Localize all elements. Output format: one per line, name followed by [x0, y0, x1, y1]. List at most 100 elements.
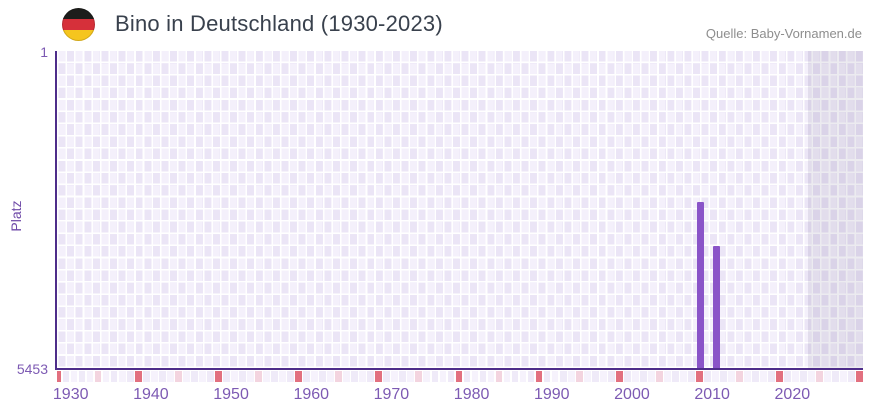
timeline-marker-cell — [447, 370, 455, 382]
timeline-marker-cell — [271, 370, 278, 382]
timeline-marker-cell — [359, 370, 367, 382]
timeline-marker-cell — [415, 370, 423, 382]
timeline-marker-cell — [704, 370, 711, 382]
timeline-marker-cell — [575, 370, 583, 382]
timeline-marker-cell — [647, 370, 655, 382]
timeline-marker-cell — [375, 370, 383, 382]
timeline-marker-cell — [631, 370, 639, 382]
x-tick-label: 1940 — [133, 386, 169, 403]
timeline-marker-cell — [471, 370, 479, 382]
timeline-marker-cell — [792, 370, 800, 382]
timeline-marker-cell — [768, 370, 775, 382]
timeline-marker-cell — [182, 370, 190, 382]
timeline-marker-cell — [672, 370, 679, 382]
timeline-marker-cell — [808, 370, 816, 382]
y-tick-top: 1 — [40, 44, 48, 60]
timeline-marker-cell — [519, 370, 527, 382]
timeline-marker-cell — [728, 370, 735, 382]
timeline-marker-cell — [752, 370, 759, 382]
timeline-marker-cell — [455, 370, 463, 382]
timeline-marker-cell — [720, 370, 727, 382]
x-tick-label: 1960 — [293, 386, 330, 403]
timeline-marker-cell — [816, 370, 824, 382]
timeline-marker-cell — [760, 370, 767, 382]
timeline-marker-cell — [94, 370, 102, 382]
timeline-marker-cell — [856, 370, 863, 382]
timeline-marker-cell — [495, 370, 503, 382]
germany-flag-icon — [62, 8, 95, 41]
x-tick-label: 2010 — [694, 386, 730, 403]
timeline-marker-cell — [343, 370, 350, 382]
x-tick-label: 1990 — [533, 386, 570, 403]
timeline-marker-cell — [776, 370, 783, 382]
timeline-marker-strip — [57, 370, 863, 384]
timeline-marker-cell — [423, 370, 431, 382]
y-tick-bottom: 5453 — [16, 361, 48, 377]
timeline-marker-cell — [391, 370, 399, 382]
timeline-marker-cell — [134, 370, 142, 382]
source-label: Quelle: Baby-Vornamen.de — [705, 26, 862, 41]
timeline-marker-cell — [535, 370, 543, 382]
timeline-marker-cell — [840, 370, 848, 382]
timeline-marker-cell — [126, 370, 134, 382]
timeline-marker-cell — [110, 370, 118, 382]
timeline-marker-cell — [551, 370, 559, 382]
timeline-marker-cell — [615, 370, 623, 382]
timeline-marker-cell — [527, 370, 535, 382]
timeline-marker-cell — [239, 370, 246, 382]
timeline-marker-cell — [824, 370, 832, 382]
chart-title: Bino in Deutschland (1930-2023) — [115, 11, 443, 36]
timeline-marker-cell — [327, 370, 334, 382]
timeline-marker-cell — [57, 370, 62, 382]
timeline-marker-cell — [559, 370, 567, 382]
y-axis-line — [55, 51, 57, 370]
x-tick-label: 2020 — [774, 386, 811, 403]
rank-bar-2010[interactable] — [712, 245, 720, 368]
timeline-marker-cell — [623, 370, 631, 382]
timeline-marker-cell — [688, 370, 695, 382]
timeline-marker-cell — [800, 370, 808, 382]
timeline-marker-cell — [431, 370, 439, 382]
timeline-marker-cell — [736, 370, 743, 382]
x-tick-label: 1980 — [453, 386, 490, 403]
timeline-marker-cell — [696, 370, 703, 382]
timeline-marker-cell — [567, 370, 575, 382]
timeline-marker-cell — [158, 370, 166, 382]
timeline-marker-cell — [70, 370, 78, 382]
y-axis-label: Platz — [8, 200, 24, 232]
x-axis-line — [55, 367, 863, 370]
rank-bar-2008[interactable] — [696, 202, 704, 368]
timeline-marker-cell — [311, 370, 318, 382]
timeline-marker-cell — [118, 370, 126, 382]
timeline-marker-cell — [656, 370, 663, 382]
timeline-marker-cell — [543, 370, 551, 382]
timeline-marker-cell — [247, 370, 254, 382]
timeline-marker-cell — [784, 370, 791, 382]
timeline-marker-cell — [439, 370, 447, 382]
x-tick-label: 1970 — [373, 386, 410, 403]
timeline-marker-cell — [351, 370, 359, 382]
timeline-marker-cell — [591, 370, 599, 382]
timeline-marker-cell — [832, 370, 840, 382]
timeline-marker-cell — [407, 370, 415, 382]
x-axis-ticks: 1930 1940 1950 1960 1970 1980 1990 2000 2010 2020 — [0, 386, 873, 408]
timeline-marker-cell — [367, 370, 375, 382]
timeline-marker-cell — [86, 370, 94, 382]
timeline-marker-cell — [487, 370, 495, 382]
timeline-marker-cell — [503, 370, 511, 382]
timeline-marker-cell — [287, 370, 294, 382]
timeline-marker-cell — [583, 370, 591, 382]
timeline-marker-cell — [479, 370, 487, 382]
timeline-marker-cell — [78, 370, 86, 382]
timeline-marker-cell — [664, 370, 671, 382]
timeline-marker-cell — [174, 370, 182, 382]
recent-years-band — [808, 51, 863, 368]
timeline-marker-cell — [303, 370, 310, 382]
x-tick-label: 1930 — [52, 386, 89, 403]
timeline-marker-cell — [295, 370, 302, 382]
timeline-marker-cell — [102, 370, 110, 382]
timeline-marker-cell — [166, 370, 174, 382]
x-tick-label: 2000 — [614, 386, 650, 403]
timeline-marker-cell — [150, 370, 158, 382]
